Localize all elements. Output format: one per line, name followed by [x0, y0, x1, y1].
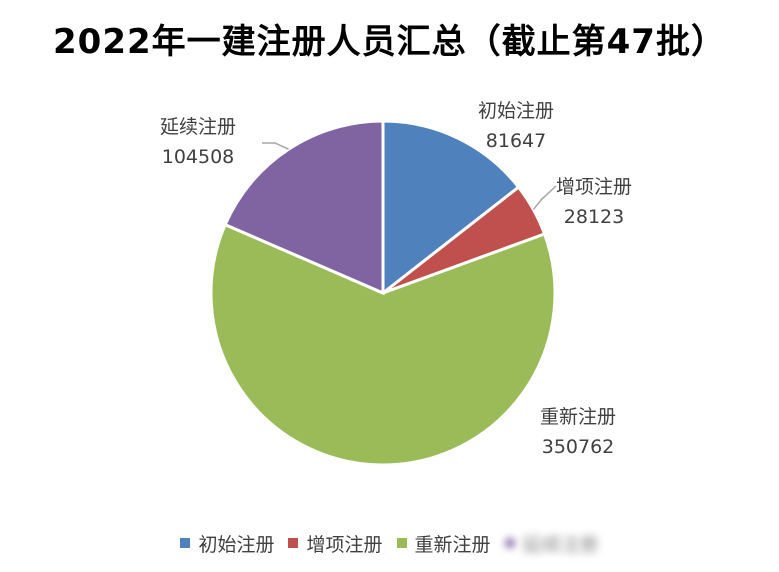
data-label-value: 350762 [541, 436, 615, 458]
pie-slice-reregister [209, 222, 557, 467]
data-label-name: 增项注册 [556, 176, 633, 198]
legend-item-renewal: 延续注册 [504, 530, 599, 557]
chart-legend: 初始注册 增项注册 重新注册 延续注册 [0, 526, 779, 560]
data-label-value: 81647 [485, 130, 547, 152]
legend-swatch [180, 538, 191, 548]
leader-line-addition [532, 185, 557, 211]
legend-swatch [396, 538, 407, 548]
legend-label: 延续注册 [522, 533, 599, 556]
legend-swatch [504, 538, 515, 548]
chart-title: 2022年一建注册人员汇总（截止第47批） [53, 22, 726, 62]
legend-item-addition: 增项注册 [288, 530, 383, 557]
data-label-name: 初始注册 [478, 100, 555, 122]
data-label-initial: 初始注册 81647 [478, 96, 554, 156]
pie-slice-initial [381, 119, 521, 297]
legend-swatch [288, 538, 299, 548]
data-label-value: 28123 [563, 206, 625, 228]
data-label-value: 104508 [161, 146, 235, 168]
data-label-name: 重新注册 [540, 406, 617, 428]
legend-label: 初始注册 [198, 533, 275, 556]
data-label-addition: 增项注册 28123 [556, 172, 632, 232]
legend-item-initial: 初始注册 [180, 530, 274, 557]
leader-line-renewal [262, 142, 289, 150]
legend-item-reregister: 重新注册 [396, 530, 491, 557]
legend-label: 重新注册 [414, 533, 491, 556]
pie-slice-renewal [223, 119, 385, 296]
data-label-reregister: 重新注册 350762 [540, 402, 616, 462]
data-label-name: 延续注册 [160, 116, 237, 138]
data-label-renewal: 延续注册 104508 [160, 112, 236, 172]
legend-label: 增项注册 [306, 533, 383, 556]
